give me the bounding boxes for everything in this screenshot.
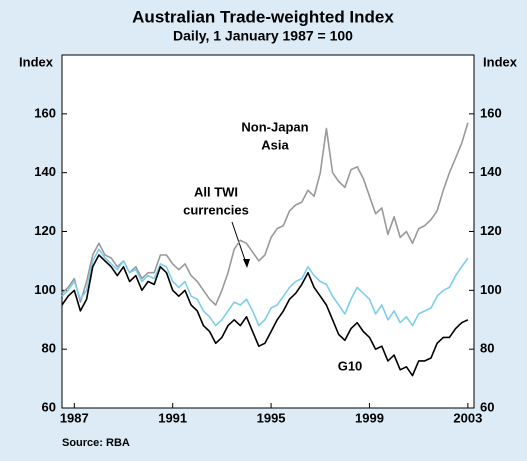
series-line [61, 254, 469, 377]
y2-tick-label: 120 [480, 223, 502, 238]
annotation-arrow [231, 221, 248, 267]
annotation: Asia [261, 137, 289, 152]
y-axis-label: Index [19, 54, 54, 69]
y-tick-label: 120 [34, 223, 56, 238]
annotation: currencies [183, 202, 249, 217]
x-tick-label: 1991 [158, 410, 187, 425]
y-tick-label: 80 [42, 341, 56, 356]
x-tick-label: 2003 [453, 410, 482, 425]
chart-subtitle: Daily, 1 January 1987 = 100 [173, 28, 353, 44]
annotation: G10 [338, 358, 363, 373]
y2-tick-label: 60 [480, 399, 494, 414]
y2-tick-label: 80 [480, 341, 494, 356]
x-tick-label: 1987 [60, 410, 89, 425]
annotation: Non-Japan [241, 119, 308, 134]
source: Source: RBA [62, 437, 130, 449]
y2-tick-label: 160 [480, 105, 502, 120]
y-tick-label: 160 [34, 105, 56, 120]
y2-tick-label: 140 [480, 164, 502, 179]
x-tick-label: 1995 [257, 410, 286, 425]
y2-tick-label: 100 [480, 282, 502, 297]
annotation: All TWI [194, 184, 238, 199]
y-tick-label: 140 [34, 164, 56, 179]
chart-title: Australian Trade-weighted Index [132, 7, 394, 26]
y-tick-label: 60 [42, 399, 56, 414]
y2-axis-label: Index [483, 54, 518, 69]
y-tick-label: 100 [34, 282, 56, 297]
series-line [61, 248, 469, 327]
arrow-head [243, 259, 250, 268]
plot-area [61, 54, 475, 409]
x-tick-label: 1999 [355, 410, 384, 425]
